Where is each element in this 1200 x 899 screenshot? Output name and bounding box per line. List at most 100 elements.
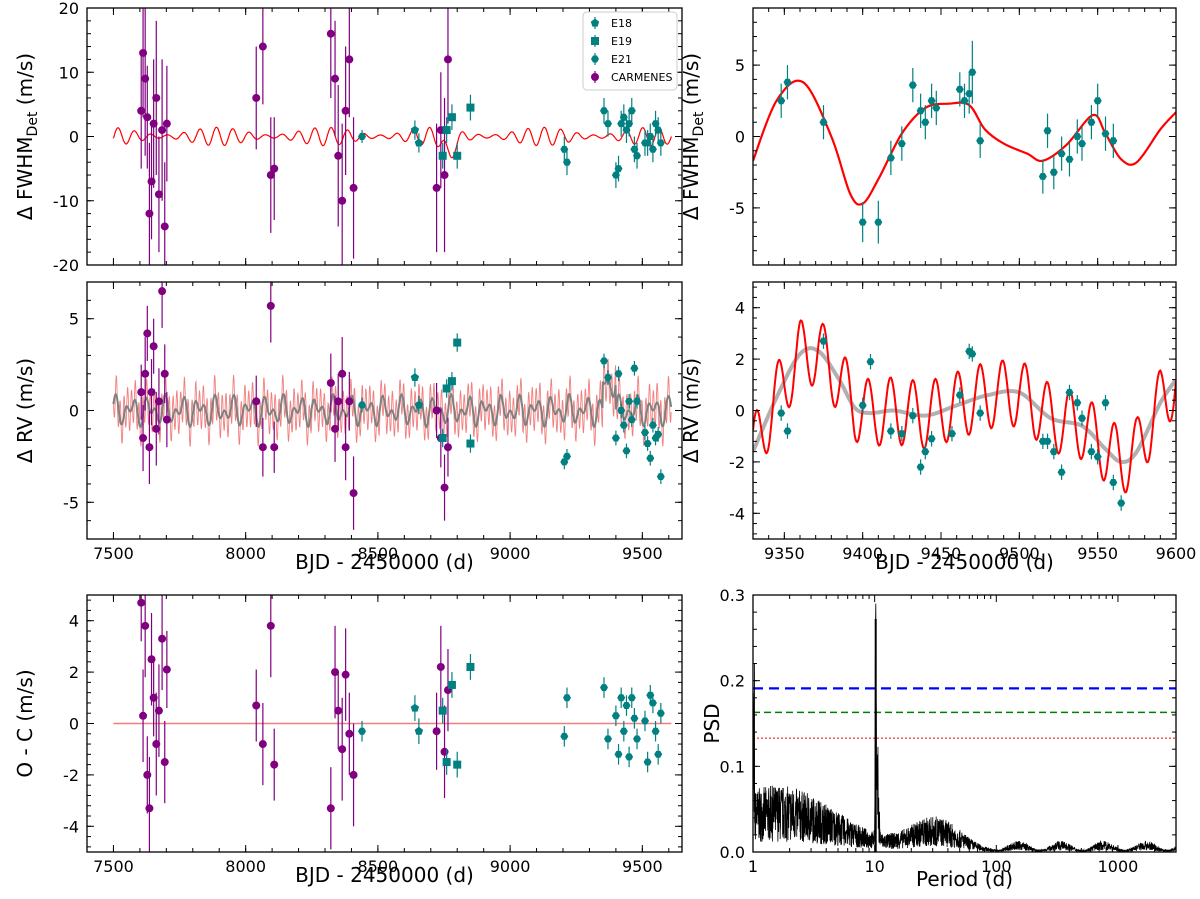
planet-plus-gp-model-line (112, 358, 672, 447)
e21-point (1065, 155, 1074, 163)
carmenes-point (443, 55, 452, 64)
carmenes-point (143, 770, 152, 779)
e19-point (466, 439, 475, 448)
e21-point (614, 750, 623, 758)
carmenes-point (432, 183, 441, 192)
e21-point (654, 126, 663, 134)
carmenes-point (270, 164, 279, 173)
e21-point (1038, 173, 1047, 180)
carmenes-point (152, 424, 161, 433)
e21-point (630, 714, 639, 722)
x-tick-label: 9350 (764, 544, 805, 563)
data-series (777, 333, 1126, 511)
e21-point (656, 473, 665, 480)
e19-point (442, 758, 451, 767)
carmenes-point (141, 74, 150, 83)
e21-point (1049, 168, 1058, 176)
e21-point (633, 735, 641, 743)
x-tick-label: 7500 (93, 544, 134, 563)
carmenes-point (145, 209, 154, 218)
y-tick-label: -4 (729, 504, 745, 523)
e21-point (960, 97, 969, 105)
x-tick-label: 1000 (1098, 857, 1139, 876)
e21-point (643, 758, 652, 766)
e21-point (908, 412, 917, 420)
x-tick-label: 9600 (1156, 544, 1197, 563)
x-tick-label: 8000 (225, 857, 266, 876)
y-tick-label: 0 (735, 402, 745, 421)
e21-point (886, 154, 895, 162)
e18-point (410, 373, 420, 381)
e21-point (619, 113, 628, 121)
y-axis-label-subscript: Det (25, 111, 41, 136)
carmenes-point (158, 287, 167, 296)
e21-point (611, 171, 620, 179)
e21-point (630, 145, 639, 153)
e21-point (927, 97, 936, 105)
fwhm-full-panel: -20 -10 0 10 20 Δ FWHMDet (m/s) E18 E19 E21 CARME… (13, 0, 683, 275)
e19-point (438, 151, 447, 160)
e18-point (410, 125, 420, 134)
e21-point (600, 107, 608, 115)
e21-point (1078, 140, 1086, 148)
legend-box (582, 11, 678, 91)
data-series (777, 40, 1118, 244)
carmenes-point (143, 113, 152, 122)
e21-point (627, 416, 636, 424)
plot-frame (86, 7, 683, 266)
plot-frame (86, 281, 683, 540)
e21-point (563, 158, 571, 166)
carmenes-point (154, 190, 163, 199)
e21-point (600, 684, 608, 691)
e19-point (438, 706, 447, 715)
e21-point (614, 370, 623, 378)
e21-point (560, 458, 569, 466)
e18-point (590, 18, 600, 27)
e21-point (604, 735, 612, 743)
y-axis-label: PSD (700, 703, 724, 743)
e21-point (633, 397, 641, 405)
e21-point (1057, 150, 1066, 158)
y-tick-label: 4 (735, 299, 745, 318)
y-tick-label: 0.0 (720, 843, 745, 862)
e21-point (591, 55, 599, 63)
carmenes-point (331, 74, 340, 83)
e21-point (976, 137, 985, 145)
carmenes-point (432, 406, 441, 415)
e21-point (1087, 118, 1096, 126)
e21-point (627, 107, 636, 115)
carmenes-point (266, 621, 275, 630)
e21-point (656, 139, 665, 147)
e21-point (932, 104, 941, 112)
carmenes-point (137, 598, 146, 607)
e19-point (438, 434, 447, 443)
carmenes-point (266, 301, 275, 310)
e21-point (614, 165, 623, 173)
y-axis-label-unit: (m/s) (13, 53, 37, 112)
carmenes-point (591, 73, 599, 81)
x-axis-label: BJD - 2450000 (d) (295, 863, 474, 887)
y-tick-label: 4 (69, 612, 79, 631)
carmenes-point (331, 424, 340, 433)
e21-point (611, 434, 620, 442)
carmenes-point (341, 443, 350, 452)
periodogram-panel: 1 10 100 1000 0.0 0.1 0.2 0.3 Period (d) PSD (700, 586, 1177, 891)
plot-frame (752, 7, 1177, 266)
e21-point (617, 120, 626, 128)
x-axis-label: Period (d) (916, 867, 1013, 891)
x-tick-label: 8500 (358, 544, 399, 563)
e21-point (886, 427, 895, 435)
e21-point (560, 145, 569, 153)
e21-point (908, 81, 917, 89)
carmenes-point (334, 706, 343, 715)
e18-point (414, 400, 424, 409)
e21-point (1101, 130, 1110, 138)
carmenes-point (139, 48, 148, 57)
y-axis-label-main: Δ FWHM (13, 136, 37, 220)
e18-point (410, 703, 420, 712)
e21-point (604, 120, 612, 128)
e21-point (630, 364, 639, 372)
y-tick-label: -2 (63, 766, 79, 785)
e21-point (641, 429, 649, 436)
